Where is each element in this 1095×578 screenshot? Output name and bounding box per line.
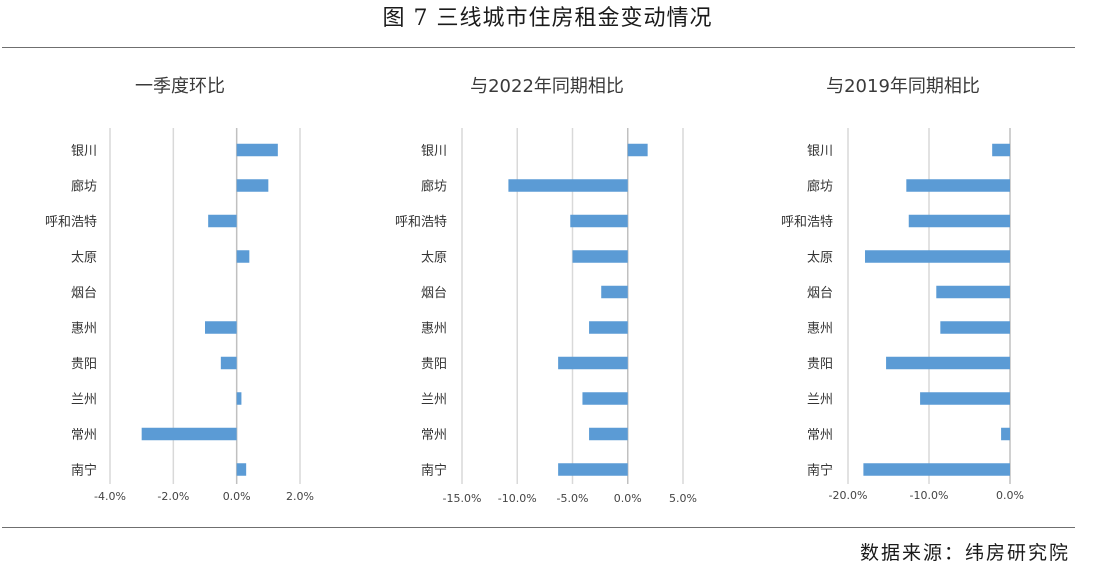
bar — [558, 463, 628, 476]
bar — [1001, 427, 1010, 441]
bar — [863, 463, 1010, 476]
bar — [906, 179, 1010, 192]
bar — [589, 427, 628, 441]
tick-label: 0.0% — [996, 489, 1024, 502]
category-label: 兰州 — [71, 393, 97, 408]
panel-title: 与2019年同期相比 — [826, 76, 980, 97]
tick-label: 5.0% — [669, 492, 697, 505]
bar — [627, 143, 648, 157]
bar — [558, 356, 628, 370]
tick-label: -15.0% — [443, 492, 482, 505]
tick-label: -10.0% — [498, 492, 537, 505]
bar — [572, 250, 628, 263]
bar — [992, 143, 1010, 157]
category-label: 贵阳 — [71, 357, 97, 372]
category-label: 廊坊 — [807, 179, 833, 195]
category-label: 太原 — [807, 251, 833, 266]
bar — [141, 427, 237, 441]
bar — [582, 392, 628, 405]
category-label: 惠州 — [71, 322, 97, 337]
category-label: 呼和浩特 — [45, 215, 97, 230]
tick-label: 0.0% — [614, 492, 642, 505]
tick-label: -5.0% — [557, 492, 589, 505]
category-label: 太原 — [71, 251, 97, 266]
bar — [920, 392, 1010, 405]
tick-label: -2.0% — [157, 490, 189, 503]
category-label: 烟台 — [421, 286, 447, 301]
bar — [508, 179, 628, 192]
panel-title: 一季度环比 — [135, 76, 225, 97]
category-label: 兰州 — [807, 393, 833, 408]
source-note: 数据来源：纬房研究院 — [859, 542, 1070, 564]
bar — [236, 179, 269, 192]
category-label: 呼和浩特 — [395, 215, 447, 230]
category-label: 常州 — [421, 428, 447, 443]
category-label: 贵阳 — [807, 357, 833, 372]
top-rule — [2, 47, 1075, 48]
category-label: 贵阳 — [421, 357, 447, 372]
category-label: 惠州 — [807, 322, 833, 337]
bar — [589, 321, 628, 334]
bar — [236, 143, 278, 157]
panel-title: 与2022年同期相比 — [470, 76, 624, 97]
bottom-rule — [2, 527, 1075, 528]
category-label: 惠州 — [421, 322, 447, 337]
category-label: 廊坊 — [421, 179, 447, 195]
bar — [208, 214, 237, 228]
bar — [570, 214, 628, 228]
bar — [236, 250, 250, 263]
panel-vs-2022: 与2022年同期相比 -15.0% -10.0% -5.0% 0.0% 5.0% 银川廊坊呼… — [395, 76, 697, 505]
tick-label: 2.0% — [286, 490, 314, 503]
bar — [205, 321, 237, 334]
category-label: 南宁 — [807, 463, 833, 479]
category-label: 常州 — [71, 428, 97, 443]
tick-label: -10.0% — [910, 489, 949, 502]
tick-label: -4.0% — [94, 490, 126, 503]
category-label: 廊坊 — [71, 179, 97, 195]
tick-label: -20.0% — [829, 489, 868, 502]
category-label: 银川 — [807, 144, 833, 159]
bar — [236, 463, 247, 476]
bar — [936, 285, 1010, 299]
bar — [220, 356, 237, 370]
category-label: 银川 — [71, 144, 97, 159]
category-label: 烟台 — [71, 286, 97, 301]
category-label: 常州 — [807, 428, 833, 443]
bar — [908, 214, 1010, 228]
bar — [865, 250, 1010, 263]
panel-quarter-on-quarter: 一季度环比 -4.0% -2.0% 0.0% 2.0% 银川廊坊呼和浩特太原烟台惠州贵阳兰… — [45, 76, 314, 503]
bar — [601, 285, 628, 299]
bar — [886, 356, 1010, 370]
figure-title: 图 7 三线城市住房租金变动情况 — [382, 6, 713, 31]
category-label: 兰州 — [421, 393, 447, 408]
category-label: 烟台 — [807, 286, 833, 301]
bar — [940, 321, 1010, 334]
category-label: 南宁 — [71, 463, 97, 479]
tick-label: 0.0% — [223, 490, 251, 503]
category-label: 银川 — [421, 144, 447, 159]
bar — [236, 392, 242, 405]
category-label: 呼和浩特 — [781, 215, 833, 230]
panel-vs-2019: 与2019年同期相比 -20.0% -10.0% 0.0% 银川廊坊呼和浩特太原烟台惠州… — [781, 76, 1024, 502]
category-label: 太原 — [421, 251, 447, 266]
category-label: 南宁 — [421, 463, 447, 479]
